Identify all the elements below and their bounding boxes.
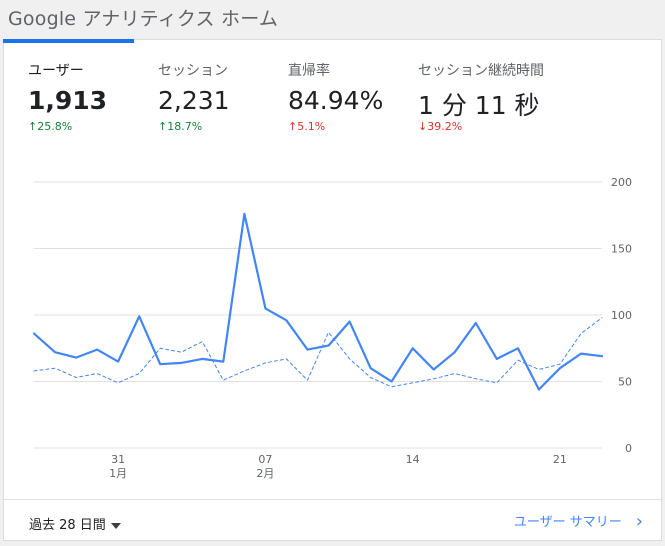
user-summary-link[interactable]: ユーザー サマリー ›	[514, 511, 643, 532]
metric-label: 直帰率	[288, 63, 330, 79]
metric-value: 84.94%	[288, 86, 384, 115]
caret-down-icon	[110, 522, 121, 529]
user-summary-label: ユーザー サマリー	[513, 515, 622, 530]
metric-label: セッション継続時間	[418, 63, 544, 79]
metric-tab-users[interactable]: ユーザー 1,913 ↑25.8%	[28, 40, 148, 152]
date-range-label: 過去 28 日間	[29, 518, 106, 533]
x-tick-sublabel: 2月	[256, 467, 274, 480]
y-tick-label: 100	[611, 309, 632, 322]
footer-divider	[4, 499, 661, 500]
metric-change: ↑25.8%	[28, 120, 73, 133]
summary-card: ユーザー 1,913 ↑25.8% セッション 2,231 ↑18.7% 直帰率…	[3, 39, 662, 541]
y-tick-label: 50	[618, 376, 632, 389]
metric-label: セッション	[158, 63, 228, 79]
page-title: Google アナリティクス ホーム	[8, 8, 279, 30]
metric-change: ↓39.2%	[418, 120, 463, 133]
metric-tab-session-duration[interactable]: セッション継続時間 1 分 11 秒 ↓39.2%	[418, 40, 598, 152]
x-tick-sublabel: 1月	[109, 467, 127, 480]
y-tick-label: 0	[625, 442, 632, 455]
chevron-right-icon: ›	[635, 511, 643, 532]
metric-tab-bounce-rate[interactable]: 直帰率 84.94% ↑5.1%	[288, 40, 408, 152]
metric-label: ユーザー	[28, 63, 84, 79]
metric-change: ↑18.7%	[158, 120, 203, 133]
y-tick-label: 150	[611, 243, 632, 256]
current-period-line	[32, 212, 604, 391]
x-tick-label: 14	[406, 453, 420, 466]
date-range-dropdown[interactable]: 過去 28 日間	[29, 514, 121, 533]
x-tick-label: 31	[111, 453, 125, 466]
metric-value: 1,913	[28, 86, 108, 115]
previous-period-line	[33, 317, 603, 388]
metric-value: 1 分 11 秒	[418, 91, 540, 120]
x-tick-label: 07	[258, 453, 272, 466]
selected-metric-indicator	[3, 39, 134, 43]
x-tick-label: 21	[553, 453, 567, 466]
y-tick-label: 200	[611, 176, 632, 189]
metric-change: ↑5.1%	[288, 120, 326, 133]
metric-tab-sessions[interactable]: セッション 2,231 ↑18.7%	[158, 40, 278, 152]
metric-value: 2,231	[158, 86, 230, 115]
